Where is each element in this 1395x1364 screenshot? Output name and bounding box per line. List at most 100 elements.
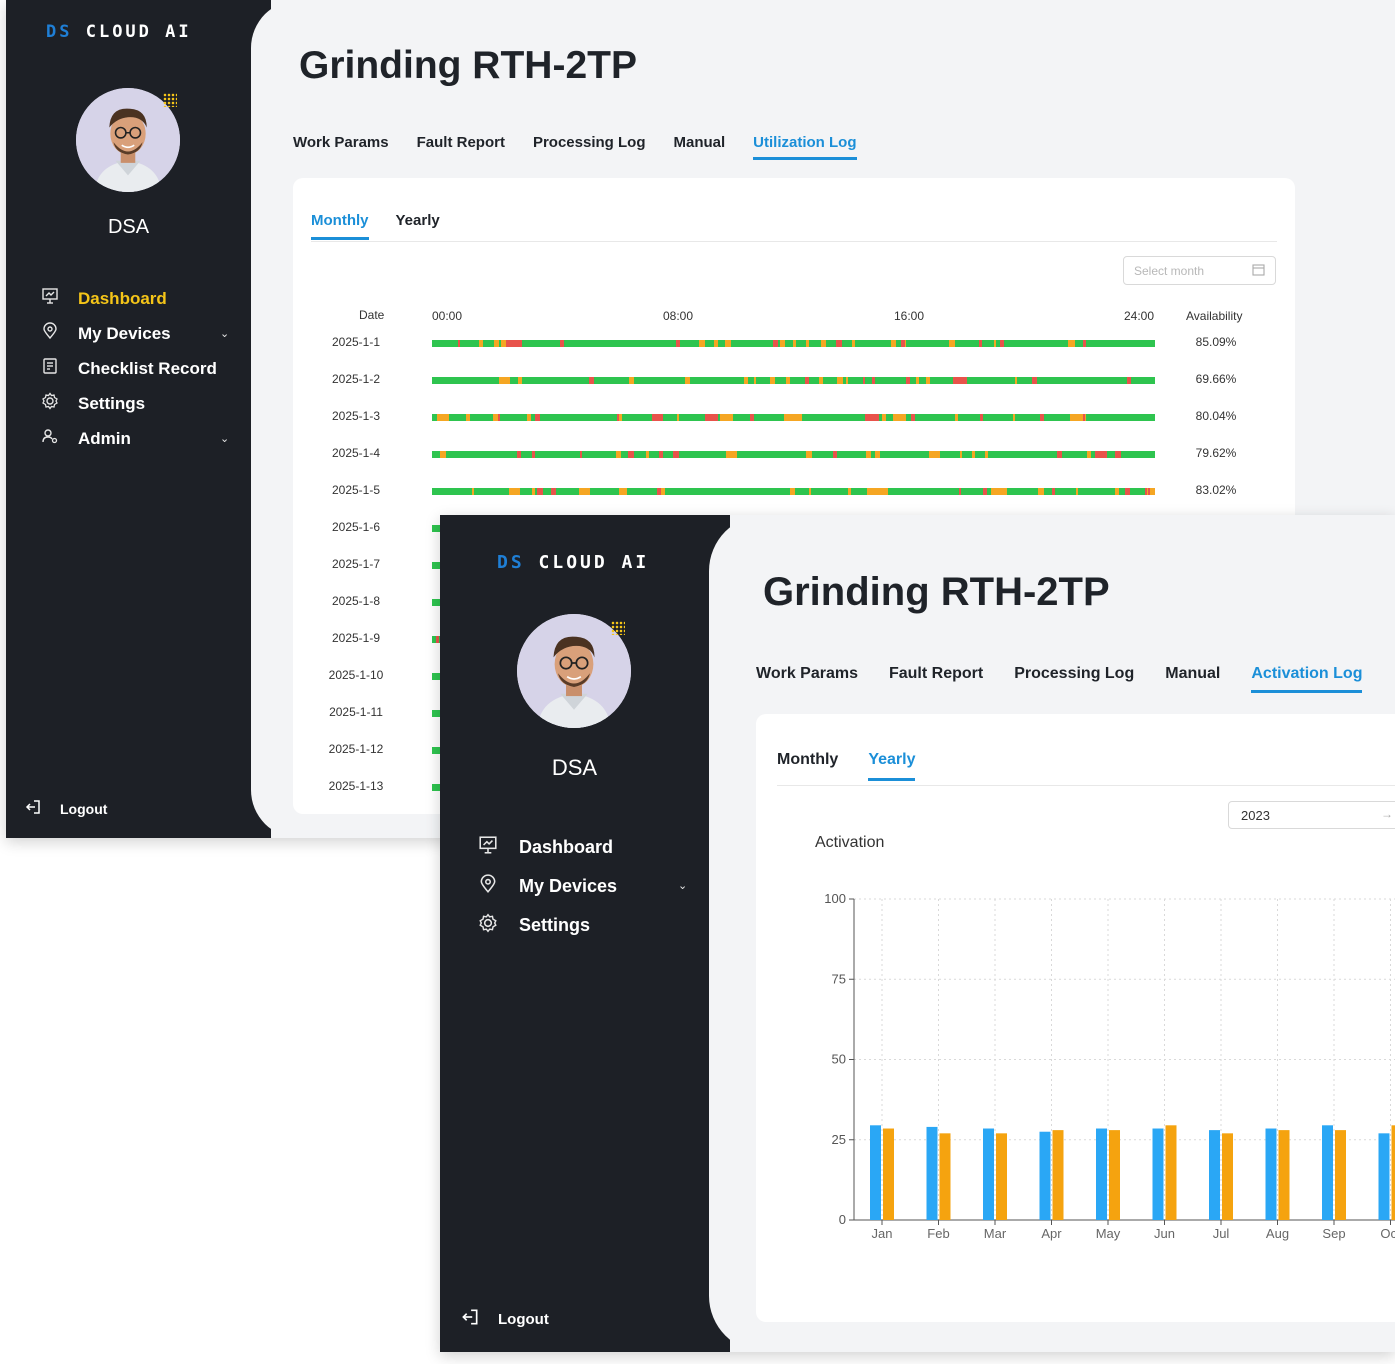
row-date: 2025-1-3 [331, 409, 381, 423]
timeline-segment [458, 340, 461, 347]
tab-manual[interactable]: Manual [673, 134, 726, 151]
tab-processing-log[interactable]: Processing Log [532, 134, 646, 151]
bar-aug-2 [1278, 1130, 1290, 1220]
timeline-segment [531, 451, 535, 458]
sidebar: DS CLOUD AI DSA [440, 515, 730, 1352]
bar-mar-1 [983, 1128, 994, 1220]
arrow-right-icon: → [1381, 807, 1393, 821]
chevron-down-icon[interactable]: ⌄ [220, 433, 230, 445]
timeline-segment [1070, 340, 1076, 347]
tab-work-params[interactable]: Work Params [293, 134, 389, 151]
timeline-segment [629, 377, 634, 384]
timeline-segment [661, 488, 665, 495]
timeline-segment [658, 451, 664, 458]
month-picker[interactable]: Select month [1123, 256, 1276, 285]
bar-may-1 [1096, 1128, 1107, 1220]
timeline-segment [1082, 414, 1086, 421]
timeline-segment [465, 414, 470, 421]
row-date: 2025-1-7 [331, 557, 381, 571]
timeline-segment [866, 488, 883, 495]
timeline-segment [1039, 414, 1045, 421]
tab-work-params[interactable]: Work Params [756, 665, 858, 682]
timeline-segment [699, 340, 705, 347]
main-content: Grinding RTH-2TP Work Params Fault Repor… [709, 515, 1395, 1352]
bar-sep-1 [1322, 1125, 1333, 1220]
tab-yearly[interactable]: Yearly [395, 212, 440, 229]
logout-button[interactable]: Logout [460, 1307, 549, 1331]
bar-aug-1 [1265, 1128, 1277, 1220]
activation-chart: 0 25 50 75 100 Jan Feb Mar Apr May Jun Jul Aug Sep Oct [824, 891, 1395, 1241]
tab-fault-report[interactable]: Fault Report [888, 665, 984, 682]
page-title: Grinding RTH-2TP [763, 570, 1110, 614]
timeline-segment [852, 340, 856, 347]
presentation-chart-icon [477, 835, 499, 860]
map-pin-icon [40, 322, 60, 345]
bar-jun-2 [1165, 1125, 1177, 1220]
sidebar-item-checklist-record[interactable]: Checklist Record [6, 351, 271, 386]
x-tick-label: Oct [1380, 1226, 1395, 1241]
timeline-segment [794, 414, 798, 421]
timeline-segment [532, 488, 535, 495]
timeline-segment [754, 377, 757, 384]
timeline-segment [806, 451, 812, 458]
chevron-down-icon[interactable]: ⌄ [220, 328, 230, 340]
timeline-segment [1014, 377, 1017, 384]
tab-processing-log[interactable]: Processing Log [1014, 665, 1135, 682]
y-tick-label: 50 [832, 1052, 846, 1067]
sidebar-item-settings[interactable]: Settings [6, 386, 271, 421]
device-tabs: Work Params Fault Report Processing Log … [756, 665, 1393, 693]
map-pin-icon [477, 874, 499, 899]
tab-monthly[interactable]: Monthly [311, 212, 369, 240]
sidebar-item-my-devices[interactable]: My Devices ⌄ [440, 867, 730, 906]
timeline-segment [1031, 377, 1037, 384]
sidebar-item-label: My Devices [519, 876, 618, 896]
timeline-segment [675, 340, 681, 347]
timeline-segment [509, 488, 520, 495]
tab-manual[interactable]: Manual [1165, 665, 1221, 682]
timeline-segment [993, 340, 997, 347]
tab-monthly[interactable]: Monthly [777, 751, 839, 768]
timeline-segment [1114, 488, 1120, 495]
row-date: 2025-1-12 [328, 742, 384, 756]
timeline-segment [978, 340, 982, 347]
timeline-segment [809, 488, 812, 495]
table-row: 2025-1-3 80.04% [293, 407, 1293, 427]
decoration-dots [611, 621, 625, 635]
bar-jul-1 [1209, 1130, 1220, 1220]
x-tick-label: Apr [1041, 1226, 1062, 1241]
timeline-segment [579, 488, 590, 495]
utilization-timeline [432, 451, 1155, 458]
logout-label: Logout [498, 1310, 549, 1328]
timeline-segment [925, 377, 930, 384]
sidebar-item-my-devices[interactable]: My Devices ⌄ [6, 316, 271, 351]
timeline-segment [890, 340, 897, 347]
timeline-segment [645, 451, 650, 458]
y-tick-label: 100 [824, 891, 846, 906]
tab-yearly[interactable]: Yearly [868, 751, 916, 781]
chevron-down-icon[interactable]: ⌄ [678, 880, 688, 892]
timeline-segment [1147, 488, 1151, 495]
tab-activation-log[interactable]: Activation Log [1251, 665, 1363, 693]
admin-user-icon [40, 427, 60, 450]
timeline-segment [797, 414, 802, 421]
timeline-segment [959, 488, 962, 495]
timeline-segment [719, 414, 734, 421]
timeline-segment [1086, 451, 1092, 458]
tab-fault-report[interactable]: Fault Report [416, 134, 505, 151]
logout-icon [460, 1307, 480, 1331]
tab-utilization-log[interactable]: Utilization Log [753, 134, 857, 160]
sidebar-item-admin[interactable]: Admin ⌄ [6, 421, 271, 456]
avatar [517, 614, 631, 728]
timeline-segment [651, 414, 664, 421]
timeline-segment [805, 377, 810, 384]
sidebar-item-dashboard[interactable]: Dashboard [440, 828, 730, 867]
logout-button[interactable]: Logout [24, 798, 107, 819]
timeline-segment [864, 414, 880, 421]
timeline-segment [617, 414, 620, 421]
timeline-segment [972, 451, 975, 458]
year-picker[interactable]: 2023 → [1228, 801, 1395, 829]
timeline-segment [743, 377, 749, 384]
sidebar-item-dashboard[interactable]: Dashboard [6, 281, 271, 316]
sidebar-item-settings[interactable]: Settings [440, 906, 730, 945]
timeline-segment [905, 377, 910, 384]
